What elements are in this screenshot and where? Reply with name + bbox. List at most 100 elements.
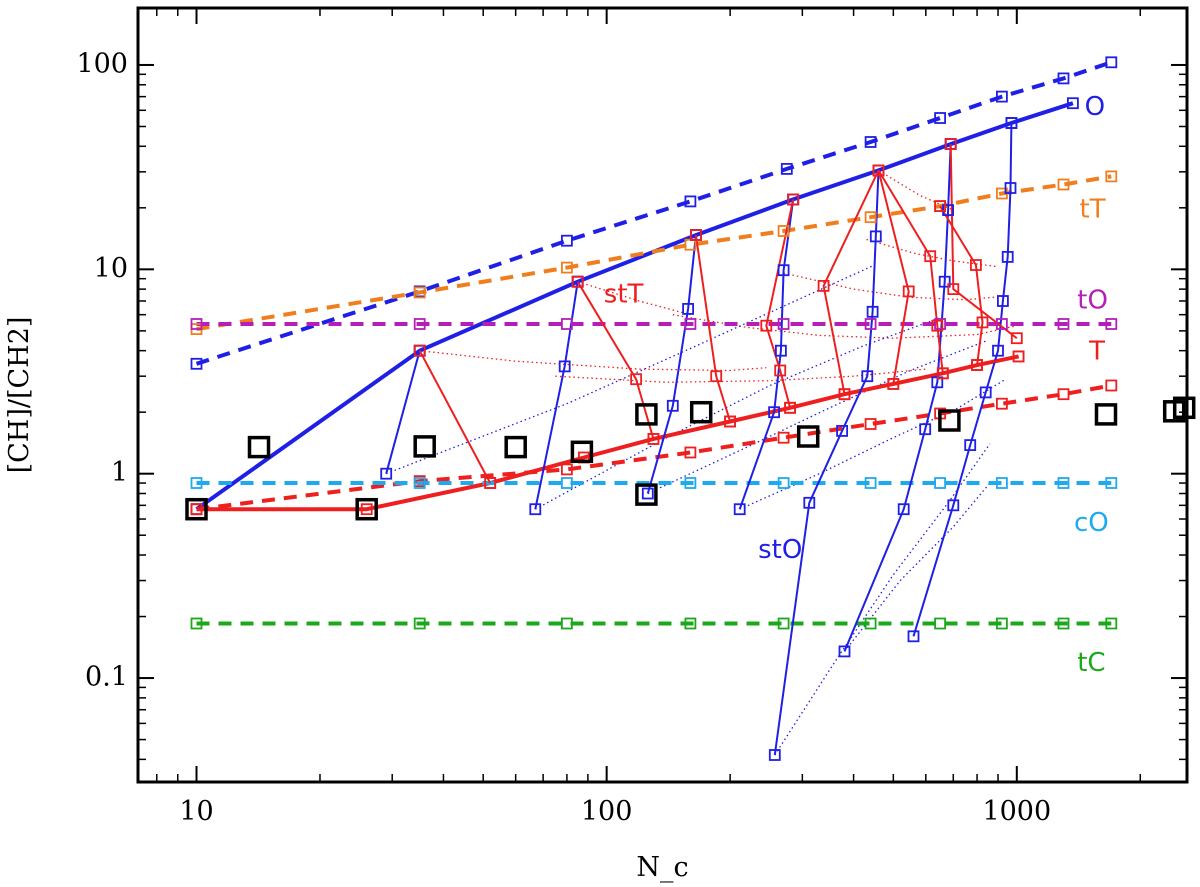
marker-to-2	[413, 318, 426, 330]
marker-stt-branch-10-1	[971, 359, 983, 372]
marker-sto-branch-7-5	[992, 344, 1004, 357]
marker-stt-branch-5-2	[817, 279, 830, 292]
marker-stt-branch-3-2	[710, 370, 723, 383]
marker-black-3	[355, 497, 378, 521]
series-line-sto-branch-2	[534, 281, 579, 510]
marker-to-10	[1105, 318, 1118, 330]
dotted-curve-9	[534, 317, 941, 510]
marker-stt-branch-4-2	[760, 319, 773, 332]
marker-stt-branch-7-2	[924, 250, 937, 263]
marker-sto-branch-5-3	[866, 305, 879, 318]
marker-tc-1	[190, 617, 203, 630]
marker-black-12	[1094, 403, 1118, 426]
series-line-sto-branch-5	[773, 170, 880, 756]
marker-t-dashed-10	[1105, 379, 1118, 392]
series-label-o: O	[1085, 92, 1105, 122]
dotted-curve-4	[783, 272, 1008, 301]
marker-stt-branch-4-3	[774, 364, 787, 377]
dotted-curve-5	[866, 238, 999, 268]
marker-stt-branch-1-2	[484, 477, 497, 489]
marker-sto-branch-7-2	[1004, 182, 1017, 194]
marker-stt-branch-2-1	[571, 275, 584, 288]
marker-co-6	[864, 477, 877, 489]
dotted-curve-7	[577, 281, 691, 316]
series-label-sto: stO	[758, 535, 802, 565]
marker-tt-5	[777, 225, 790, 237]
series-label-to: tO	[1077, 286, 1108, 316]
marker-stt-branch-4-4	[784, 401, 796, 414]
marker-black-2	[247, 435, 271, 459]
marker-co-3	[561, 477, 573, 489]
series-line-stt-branch-2	[576, 281, 655, 440]
marker-co-1	[190, 477, 203, 489]
marker-sto-branch-6-5	[919, 423, 932, 436]
marker-stt-branch-5-3	[838, 388, 851, 401]
marker-stt-branch-8-2	[970, 259, 982, 271]
marker-sto-branch-6-2	[942, 204, 954, 217]
x-axis-title: N_c	[636, 852, 688, 883]
series-label-stt: stT	[604, 279, 644, 309]
marker-stt-branch-3-1	[690, 229, 702, 242]
marker-black-4	[413, 435, 436, 458]
marker-sto-branch-5-7	[768, 749, 781, 761]
dotted-curve-10	[647, 339, 989, 495]
plot-frame	[136, 6, 1189, 784]
marker-black-6	[570, 440, 594, 464]
marker-stt-branch-3-3	[724, 415, 736, 428]
marker-t-dashed-9	[1057, 388, 1070, 401]
marker-black-11	[938, 409, 961, 432]
series-line-sto-branch-7	[912, 122, 1013, 637]
series-line-stt-branch-6	[877, 170, 910, 385]
dotted-curves	[385, 169, 1017, 756]
marker-t-dashed-6	[864, 418, 877, 430]
series-line-stt-branch-3	[694, 234, 732, 422]
marker-sto-branch-3-2	[682, 302, 694, 315]
series-line-sto-branch-3	[646, 234, 697, 494]
x-tick-label-100: 100	[581, 796, 633, 827]
marker-sto-branch-5-4	[861, 370, 874, 383]
series-line-stt-branch-4	[765, 199, 795, 409]
marker-t-dashed-8	[996, 397, 1008, 410]
series-line-sto-branch-4	[738, 199, 795, 510]
marker-sto-branch-2-3	[529, 503, 542, 516]
series-line-stt-branch-10	[976, 355, 1019, 367]
dotted-curve-13	[843, 482, 991, 652]
marker-o-dashed-3	[561, 234, 573, 247]
marker-sto-branch-7-1	[1005, 117, 1018, 129]
marker-o-dashed-4	[684, 195, 697, 208]
marker-co-8	[996, 477, 1008, 489]
marker-sto-branch-2-2	[558, 360, 571, 373]
x-tick-label-10: 10	[179, 796, 213, 827]
marker-tc-3	[561, 617, 573, 630]
series-line-stt-branch-8	[939, 205, 984, 366]
marker-o-dashed-6	[864, 136, 877, 148]
marker-to-1	[190, 318, 203, 330]
marker-tc-7	[934, 617, 946, 630]
marker-sto-branch-6-3	[938, 275, 951, 288]
marker-sto-branch-5-6	[803, 496, 816, 509]
y-tick-label-1: 1	[111, 457, 128, 488]
dotted-curve-3	[672, 314, 1017, 339]
marker-stt-branch-7-4	[936, 367, 949, 380]
marker-to-9	[1057, 318, 1070, 330]
marker-co-7	[934, 477, 946, 489]
marker-tt-3	[561, 261, 573, 274]
marker-o-dashed-9	[1057, 72, 1070, 85]
y-tick-label-0.1: 0.1	[85, 662, 128, 693]
marker-black-9	[689, 400, 713, 424]
marker-o-dashed-7	[934, 112, 946, 124]
marker-stt-branch-2-2	[630, 373, 642, 386]
series-line-sto-branch-1	[385, 350, 421, 474]
marker-black-8	[635, 403, 658, 426]
marker-to-4	[684, 318, 697, 330]
y-axis-title: [CH]/[CH2]	[4, 317, 35, 474]
marker-co-5	[777, 477, 790, 489]
marker-stt-branch-4-1	[787, 193, 800, 206]
marker-t-dashed-5	[777, 431, 790, 444]
y-tick-label-100: 100	[76, 48, 128, 79]
marker-to-6	[864, 318, 877, 330]
series-line-stt-branch-7	[877, 169, 944, 374]
marker-sto-branch-5-5	[836, 424, 848, 437]
marker-to-8	[996, 318, 1008, 330]
marker-black-14	[1172, 396, 1196, 420]
